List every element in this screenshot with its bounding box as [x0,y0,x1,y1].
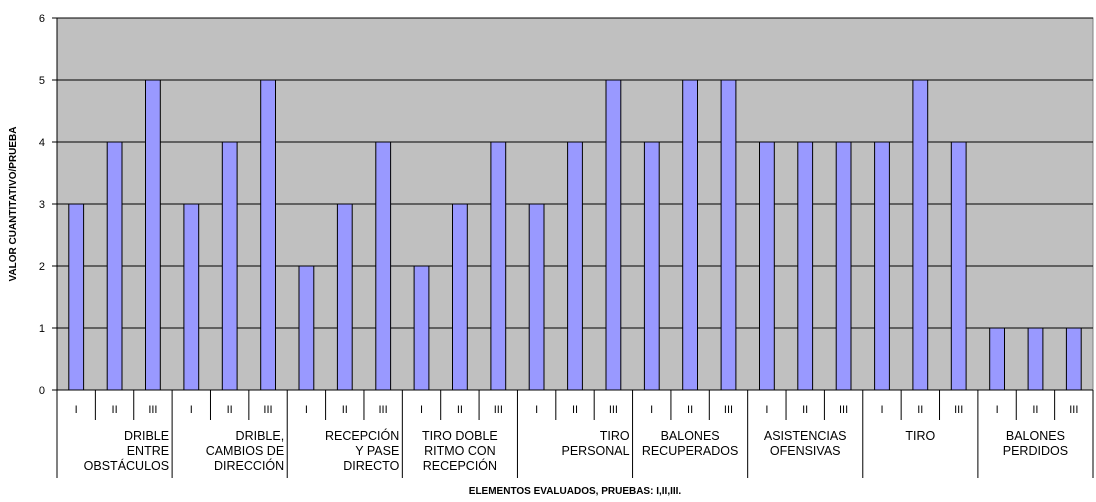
sub-category-label: II [802,404,808,416]
sub-category-label: I [190,404,193,416]
sub-category-label: I [765,404,768,416]
category-label: ASISTENCIAS OFENSIVAS [764,429,847,458]
bar [69,204,84,390]
bar [990,328,1005,390]
sub-category-label: III [724,404,733,416]
sub-category-label: II [687,404,693,416]
y-tick-label: 5 [39,75,45,87]
category-label: TIRO [905,429,935,443]
sub-category-label: II [1032,404,1038,416]
bar [1028,328,1043,390]
bar [798,142,813,390]
sub-category-label: I [996,404,999,416]
bar [491,142,506,390]
bar [760,142,775,390]
sub-category-label: II [572,404,578,416]
x-axis-label: ELEMENTOS EVALUADOS, PRUEBAS: I,II,III. [469,486,682,497]
sub-category-label: I [535,404,538,416]
sub-category-label: III [609,404,618,416]
bar [146,80,161,390]
sub-category-label: II [112,404,118,416]
category-label: TIRO PERSONAL [562,429,630,458]
bar [913,80,928,390]
category-label: TIRO DOBLE RITMO CON RECEPCIÓN [422,429,498,473]
sub-category-label: III [839,404,848,416]
bar [107,142,122,390]
bar [222,142,237,390]
bar [606,80,621,390]
bar [529,204,544,390]
sub-category-label: I [75,404,78,416]
y-tick-label: 1 [39,323,45,335]
sub-category-label: III [1069,404,1078,416]
bar [184,204,199,390]
bar [299,266,314,390]
category-label: BALONES PERDIDOS [1003,429,1068,458]
sub-category-label: II [342,404,348,416]
sub-category-label: I [420,404,423,416]
sub-category-label: III [379,404,388,416]
sub-category-label: II [227,404,233,416]
bar [836,142,851,390]
y-axis-label: VALOR CUANTITATIVO/PRUEBA [8,127,19,282]
y-tick-label: 2 [39,261,45,273]
bar [414,266,429,390]
category-label: DRIBLE ENTRE OBSTÁCULOS [84,429,169,473]
sub-category-label: III [148,404,157,416]
y-tick-label: 6 [39,13,45,25]
bar [453,204,468,390]
sub-category-label: II [917,404,923,416]
sub-category-label: III [954,404,963,416]
category-label: BALONES RECUPERADOS [642,429,739,458]
sub-category-label: I [305,404,308,416]
bar [376,142,391,390]
y-tick-labels: 0 1 2 3 4 5 6 [39,13,45,397]
sub-category-label: I [880,404,883,416]
category-label: DRIBLE, CAMBIOS DE DIRECCIÓN [206,429,285,473]
y-tick-label: 4 [39,137,45,149]
bar [951,142,966,390]
category-label: RECEPCIÓN Y PASE DIRECTO [325,428,400,473]
sub-category-label: III [263,404,272,416]
bar [875,142,890,390]
sub-category-label: III [494,404,503,416]
bar [337,204,352,390]
bar [1066,328,1081,390]
bar [683,80,698,390]
sub-category-label: I [650,404,653,416]
bar [721,80,736,390]
y-tick-label: 3 [39,199,45,211]
bar [644,142,659,390]
sub-category-label: II [457,404,463,416]
bar [568,142,583,390]
bar [261,80,276,390]
y-tick-label: 0 [39,385,45,397]
